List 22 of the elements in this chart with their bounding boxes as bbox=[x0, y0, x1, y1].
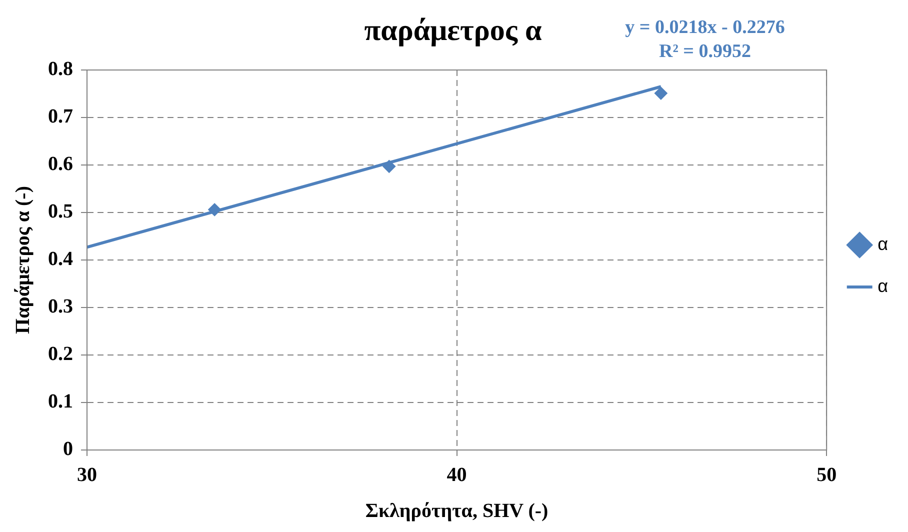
point bbox=[382, 160, 396, 173]
chart-title: παράμετρος α bbox=[364, 14, 542, 47]
y-tick-label: 0.2 bbox=[48, 343, 73, 366]
y-tick-label: 0.1 bbox=[48, 390, 73, 413]
y-tick-label: 0.3 bbox=[48, 296, 73, 318]
x-tick-label: 50 bbox=[816, 464, 837, 486]
x-tick-label: 30 bbox=[77, 464, 97, 486]
point bbox=[208, 203, 222, 216]
point bbox=[654, 86, 668, 100]
legend-label: α bbox=[878, 234, 888, 254]
text: R² = 0.9952 bbox=[658, 40, 752, 64]
y-axis-title: Παράμετρος α (-) bbox=[12, 186, 34, 334]
x-axis-title: Σκληρότητα, SHV (-) bbox=[365, 500, 548, 522]
legend-label: α bbox=[878, 276, 888, 296]
y-tick-label: 0.6 bbox=[48, 153, 73, 176]
y-tick-label: 0 bbox=[63, 438, 73, 460]
y-tick-label: 0.7 bbox=[48, 106, 73, 128]
text: y = 0.0218x - 0.2276 bbox=[624, 16, 786, 40]
x-tick-label: 40 bbox=[446, 464, 467, 486]
y-tick-label: 0.5 bbox=[48, 200, 73, 223]
y-tick-label: 0.8 bbox=[48, 58, 73, 80]
y-tick-label: 0.4 bbox=[48, 248, 73, 270]
